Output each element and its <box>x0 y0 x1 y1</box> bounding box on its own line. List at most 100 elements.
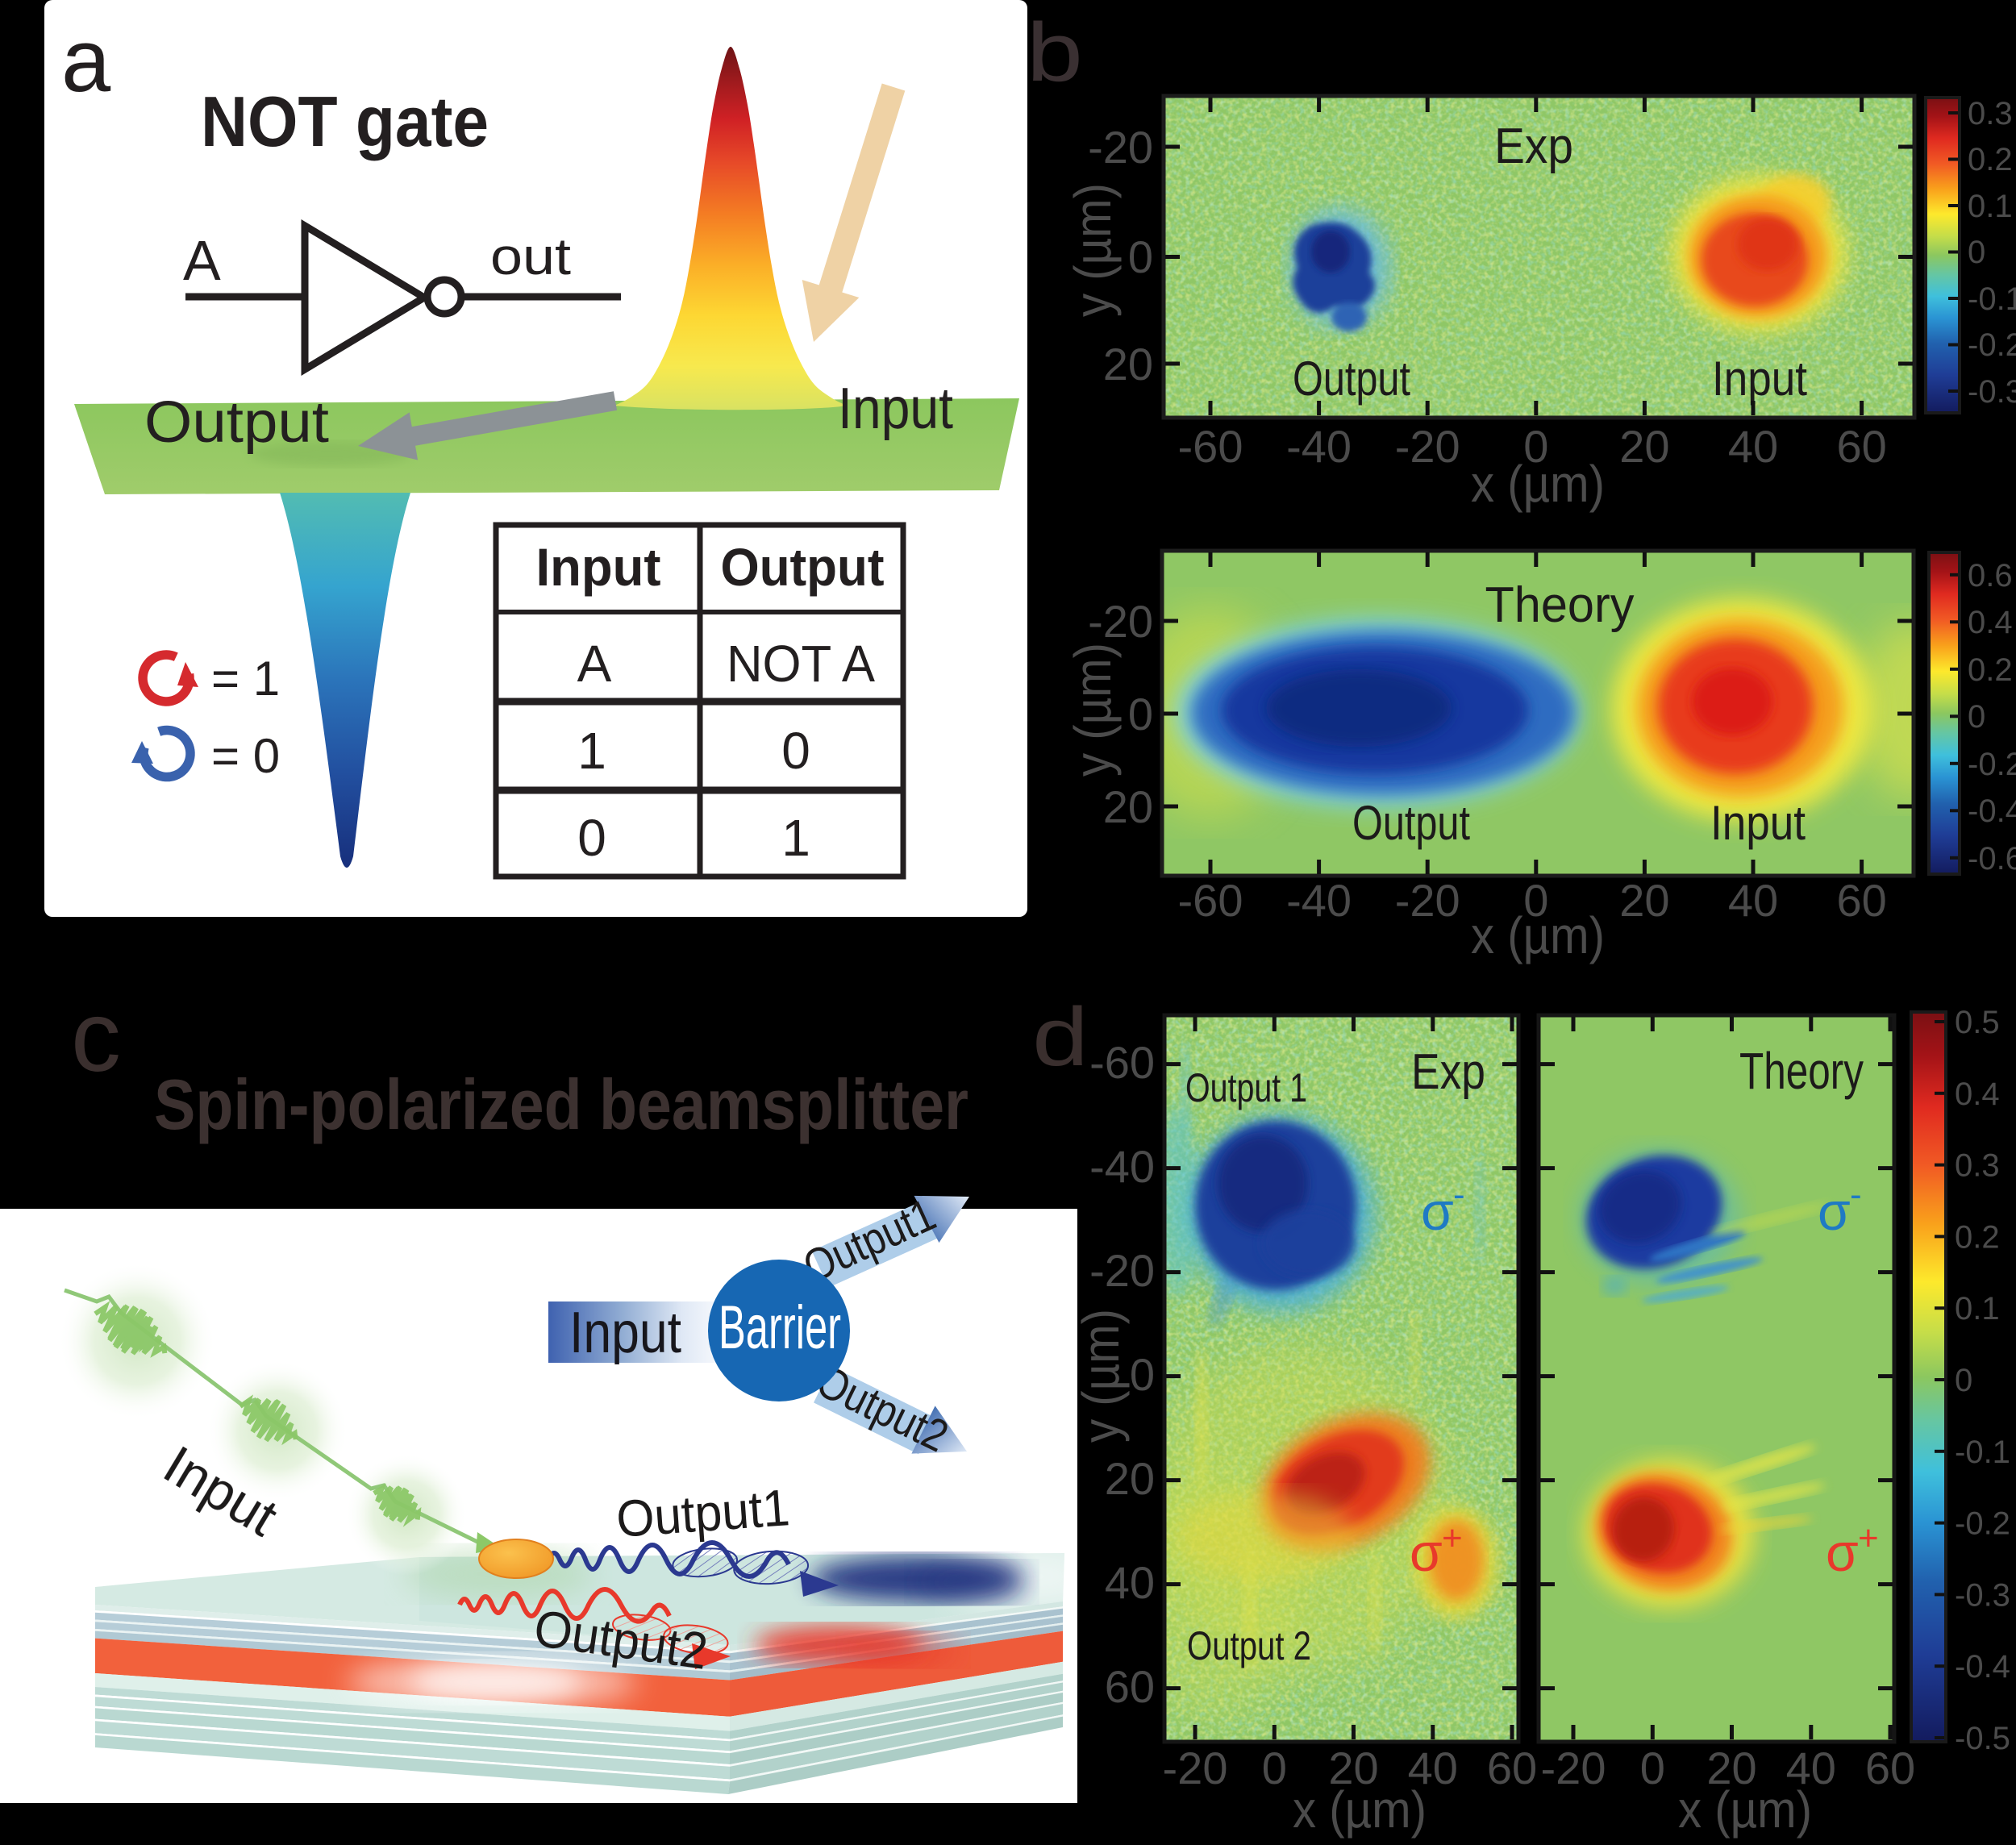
svg-text:40: 40 <box>1728 875 1778 926</box>
svg-text:-0.2: -0.2 <box>1968 747 2016 782</box>
svg-text:-20: -20 <box>1395 421 1460 472</box>
svg-text:-60: -60 <box>1178 875 1243 926</box>
svg-text:σ: σ <box>1818 1181 1851 1241</box>
svg-text:20: 20 <box>1619 875 1669 926</box>
svg-text:-0.2: -0.2 <box>1968 327 2016 363</box>
svg-text:= 1: = 1 <box>211 652 280 706</box>
svg-text:0: 0 <box>1968 235 1985 270</box>
svg-text:0: 0 <box>1955 1363 1972 1398</box>
svg-text:0: 0 <box>1128 689 1153 739</box>
svg-text:20: 20 <box>1103 781 1153 832</box>
svg-text:0.2: 0.2 <box>1968 142 2013 177</box>
svg-text:-0.4: -0.4 <box>1968 793 2016 829</box>
svg-text:0.2: 0.2 <box>1955 1219 2000 1255</box>
svg-text:1: 1 <box>577 722 606 780</box>
svg-text:20: 20 <box>1619 421 1669 472</box>
svg-text:+: + <box>1442 1518 1463 1558</box>
svg-text:Theory: Theory <box>1485 577 1635 633</box>
svg-text:x (µm): x (µm) <box>1471 455 1605 513</box>
svg-text:-40: -40 <box>1286 875 1352 926</box>
svg-text:0.4: 0.4 <box>1968 605 2013 640</box>
svg-text:-0.3: -0.3 <box>1955 1577 2010 1613</box>
svg-text:0.5: 0.5 <box>1955 1005 2000 1040</box>
svg-text:Input: Input <box>536 537 661 597</box>
svg-text:60: 60 <box>1487 1743 1537 1793</box>
svg-text:0.6: 0.6 <box>1968 558 2013 593</box>
svg-text:-0.1: -0.1 <box>1968 281 2016 317</box>
svg-text:-20: -20 <box>1088 122 1153 173</box>
svg-text:60: 60 <box>1836 875 1886 926</box>
svg-text:-20: -20 <box>1541 1743 1606 1793</box>
svg-text:Theory: Theory <box>1739 1042 1864 1100</box>
svg-text:Output 1: Output 1 <box>1185 1065 1307 1110</box>
svg-text:+: + <box>1858 1518 1879 1558</box>
svg-text:-20: -20 <box>1163 1743 1228 1793</box>
svg-text:-20: -20 <box>1089 1245 1155 1296</box>
svg-text:Output 2: Output 2 <box>1187 1623 1311 1668</box>
svg-text:-60: -60 <box>1089 1037 1155 1088</box>
svg-text:0: 0 <box>1262 1743 1287 1793</box>
svg-text:σ: σ <box>1826 1522 1859 1582</box>
svg-text:-0.6: -0.6 <box>1968 841 2016 877</box>
svg-text:40: 40 <box>1105 1557 1155 1608</box>
svg-text:0.2: 0.2 <box>1968 652 2013 688</box>
svg-text:Input: Input <box>838 377 953 441</box>
svg-text:0.3: 0.3 <box>1955 1148 2000 1184</box>
svg-text:Exp: Exp <box>1494 119 1573 174</box>
svg-text:y (µm): y (µm) <box>1064 643 1122 777</box>
svg-text:σ: σ <box>1410 1522 1443 1582</box>
svg-text:0: 0 <box>1523 875 1548 926</box>
svg-text:20: 20 <box>1706 1743 1756 1793</box>
svg-text:Output: Output <box>721 537 885 597</box>
svg-text:-0.3: -0.3 <box>1968 374 2016 410</box>
svg-text:0: 0 <box>1130 1349 1155 1400</box>
svg-text:0: 0 <box>781 722 810 780</box>
svg-text:20: 20 <box>1103 339 1153 389</box>
svg-text:-60: -60 <box>1178 421 1243 472</box>
svg-text:40: 40 <box>1728 421 1778 472</box>
svg-text:b: b <box>1027 6 1083 99</box>
svg-text:-0.1: -0.1 <box>1955 1435 2010 1470</box>
svg-text:out: out <box>490 227 571 285</box>
svg-text:-40: -40 <box>1089 1141 1155 1192</box>
svg-text:0.3: 0.3 <box>1968 96 2013 131</box>
svg-text:x (µm): x (µm) <box>1471 906 1605 964</box>
svg-text:60: 60 <box>1836 421 1886 472</box>
svg-text:20: 20 <box>1328 1743 1378 1793</box>
svg-text:σ: σ <box>1421 1181 1454 1241</box>
svg-text:-0.4: -0.4 <box>1955 1649 2010 1685</box>
svg-text:-20: -20 <box>1088 596 1153 647</box>
svg-text:NOT A: NOT A <box>727 635 875 693</box>
svg-text:0: 0 <box>577 809 606 867</box>
svg-text:0: 0 <box>1968 699 1985 735</box>
svg-text:1: 1 <box>781 809 810 867</box>
svg-text:60: 60 <box>1105 1661 1155 1712</box>
svg-text:-40: -40 <box>1286 421 1352 472</box>
svg-text:A: A <box>183 229 221 292</box>
svg-text:40: 40 <box>1408 1743 1458 1793</box>
svg-text:0: 0 <box>1523 421 1548 472</box>
svg-text:Output: Output <box>1293 352 1410 406</box>
svg-text:40: 40 <box>1786 1743 1836 1793</box>
svg-text:c: c <box>71 981 121 1093</box>
svg-text:a: a <box>61 11 111 110</box>
svg-text:-0.5: -0.5 <box>1955 1721 2010 1756</box>
svg-text:Output: Output <box>144 390 329 455</box>
svg-text:0.1: 0.1 <box>1968 189 2013 224</box>
svg-text:-0.2: -0.2 <box>1955 1506 2010 1542</box>
svg-text:y (µm): y (µm) <box>1064 183 1122 317</box>
svg-text:NOT gate: NOT gate <box>201 81 489 161</box>
svg-text:0: 0 <box>1640 1743 1665 1793</box>
svg-text:Barrier: Barrier <box>719 1293 841 1362</box>
svg-text:-: - <box>1850 1175 1862 1214</box>
svg-text:= 0: = 0 <box>211 729 280 783</box>
svg-text:Exp: Exp <box>1411 1044 1485 1100</box>
svg-text:-20: -20 <box>1395 875 1460 926</box>
svg-text:Input: Input <box>1710 796 1806 850</box>
svg-text:Spin-polarized beamsplitter: Spin-polarized beamsplitter <box>154 1064 968 1144</box>
svg-text:20: 20 <box>1105 1453 1155 1504</box>
svg-text:Input: Input <box>1712 352 1807 406</box>
svg-text:x (µm): x (µm) <box>1678 1780 1812 1839</box>
svg-text:x (µm): x (µm) <box>1293 1780 1427 1839</box>
svg-text:0: 0 <box>1128 231 1153 282</box>
